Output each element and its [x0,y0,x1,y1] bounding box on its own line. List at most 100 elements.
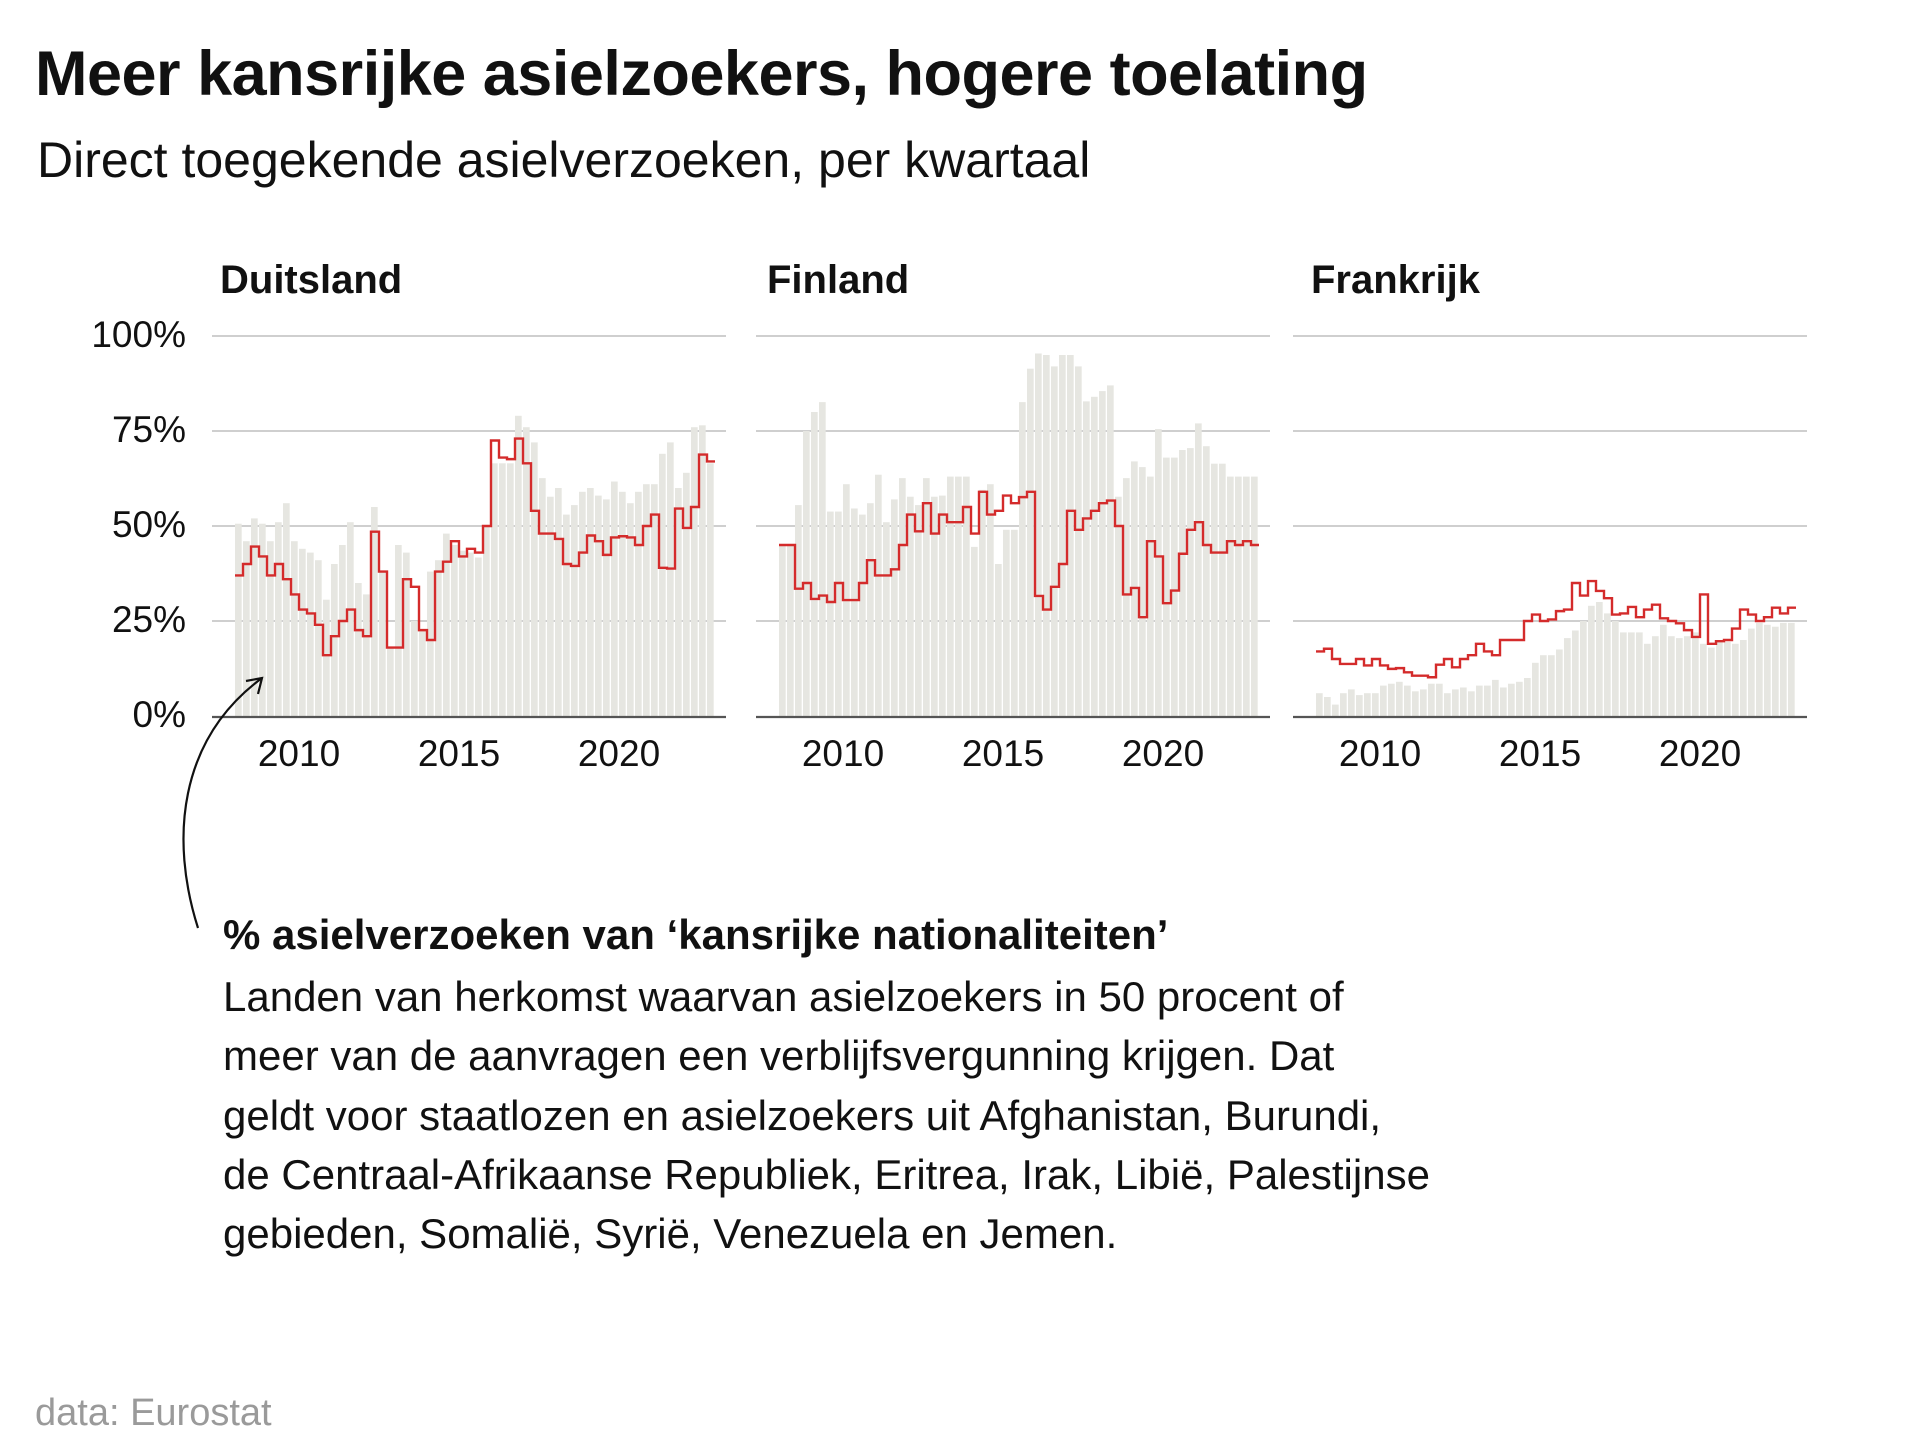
panel-title-duitsland: Duitsland [220,258,403,302]
bar [283,503,290,716]
bar [1035,353,1042,716]
bar [1524,678,1531,716]
bar [1452,689,1459,716]
bar [915,505,922,716]
bar [1556,649,1563,716]
bar [859,514,866,716]
bar [507,463,514,716]
bar [475,557,482,716]
bar [355,583,362,716]
bar [1716,640,1723,716]
bar [1532,662,1539,716]
bar [595,495,602,716]
bar [1324,697,1331,716]
bar [1516,681,1523,716]
bar [587,488,594,716]
bar [683,472,690,716]
bar [1612,621,1619,716]
annotation-line: Landen van herkomst waarvan asielzoekers… [223,973,1344,1020]
bar [1508,683,1515,716]
bar [1700,643,1707,716]
bar [979,489,986,716]
bar [707,463,714,716]
bar [1596,602,1603,716]
bar [459,550,466,716]
bar [579,491,586,716]
annotation-line: gebieden, Somalië, Syrië, Venezuela en J… [223,1210,1118,1257]
bar [939,495,946,716]
bar [1003,529,1010,716]
bar [1476,685,1483,716]
bar [955,476,962,716]
bar [651,484,658,716]
bar [691,427,698,716]
bar [1628,632,1635,716]
bar [299,548,306,716]
bar [1340,693,1347,716]
bar [259,523,266,716]
bar [1348,689,1355,716]
bar [467,552,474,716]
bar [1444,693,1451,716]
bar [635,491,642,716]
bar [699,425,706,716]
bar [867,503,874,716]
bar [499,463,506,716]
bar [1588,605,1595,716]
bar [1500,687,1507,716]
x-tick-label: 2010 [257,733,341,774]
bar [323,599,330,716]
bar [291,541,298,716]
bar [1668,636,1675,716]
y-tick-label: 75% [111,409,186,450]
bar [1155,429,1162,716]
step-line-frankrijk [1316,579,1796,679]
bar [1572,630,1579,716]
bar [1580,621,1587,716]
x-tick-label: 2020 [1121,733,1205,774]
bar [1404,685,1411,716]
bar [1019,402,1026,716]
bar [851,508,858,716]
bar [1235,476,1242,716]
bar [251,518,258,716]
bar [395,545,402,716]
bar [1788,622,1795,716]
annotation-line: geldt voor staatlozen en asielzoekers ui… [223,1092,1382,1139]
bar [419,630,426,716]
bar [667,442,674,716]
bar [835,511,842,716]
bar [1115,496,1122,716]
bar [1676,638,1683,716]
bar [1139,467,1146,716]
bar [1540,655,1547,716]
bar [1388,683,1395,716]
bar [371,507,378,716]
bars [235,353,1795,716]
bar [611,481,618,716]
bar [315,560,322,716]
bar [435,560,442,716]
bar [243,541,250,716]
bar [1652,636,1659,716]
bar [1219,463,1226,716]
bar [1708,647,1715,716]
bar [515,415,522,716]
bar [619,491,626,716]
bar [931,496,938,716]
bar [1171,457,1178,716]
bar [1059,355,1066,716]
bar [1740,640,1747,716]
x-tick-label: 2015 [1498,733,1582,774]
bar [627,503,634,716]
bar [1091,396,1098,716]
chart-title: Meer kansrijke asielzoekers, hogere toel… [35,39,1368,109]
bar [1332,704,1339,716]
bar [1380,685,1387,716]
bar [1067,355,1074,716]
bar [1179,450,1186,716]
bar [971,546,978,716]
bar [899,478,906,716]
bar [1724,641,1731,716]
